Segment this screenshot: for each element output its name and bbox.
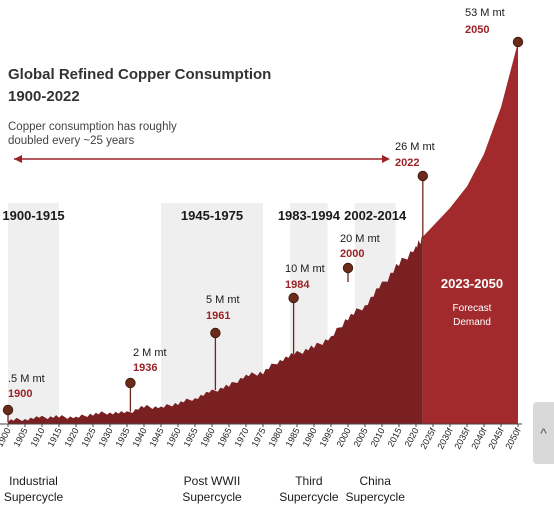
annotation-marker — [125, 377, 136, 389]
supercycle-sublabel-1: Supercycle — [182, 490, 242, 504]
annotation-group: .5 M mt 1900 2 M mt 1936 5 M mt 1961 10 M mt 19… — [2, 7, 524, 423]
x-tick-label: 1975 — [250, 426, 268, 448]
historical-area — [8, 236, 423, 424]
x-tick-label: 2005 — [352, 426, 370, 448]
label-group: Global Refined Copper Consumption 1900-2… — [8, 66, 503, 328]
annotation-value: 5 M mt — [206, 294, 240, 306]
annotation-marker — [417, 170, 429, 182]
x-tick-label: 1915 — [46, 426, 64, 448]
annotation-year: 1936 — [133, 362, 157, 374]
x-tick-label: 1980 — [267, 426, 285, 448]
annotation-year: 2050 — [465, 24, 489, 36]
supercycle-label-3: China — [360, 474, 392, 488]
x-tick-label: 1970 — [233, 426, 251, 448]
annotation-value: 10 M mt — [285, 263, 325, 275]
x-tick-label: 1960 — [199, 426, 217, 448]
x-tick-label: 1990 — [301, 426, 319, 448]
supercycle-sublabel-2: Supercycle — [279, 490, 339, 504]
supercycle-label-0: Industrial — [9, 474, 58, 488]
annotation-value: 2 M mt — [133, 347, 167, 359]
x-tick-label: 2015 — [386, 426, 404, 448]
chart-title-line2: 1900-2022 — [8, 88, 80, 105]
period-label-0: 1900-1915 — [2, 208, 64, 223]
forecast-sub-label-1: Forecast — [453, 303, 492, 314]
x-tick-label: 1930 — [97, 426, 115, 448]
annotation-value: 26 M mt — [395, 141, 435, 153]
annotation-year: 1961 — [206, 310, 230, 322]
x-tick-label: 2010 — [369, 426, 387, 448]
x-tick-label: 1955 — [182, 426, 200, 448]
x-tick-label: 1905 — [12, 426, 30, 448]
doubling-arrow-right-head — [382, 155, 390, 163]
x-tick-label: 2000 — [335, 426, 353, 448]
supercycle-sublabel-0: Supercycle — [4, 490, 64, 504]
x-tick-label: 2050f — [503, 426, 523, 451]
forecast-period-label: 2023-2050 — [441, 276, 503, 291]
annotation-value: 53 M mt — [465, 7, 505, 19]
period-label-3: 2002-2014 — [344, 208, 407, 223]
x-tick-label: 1900 — [0, 426, 13, 448]
period-shade-0 — [8, 203, 59, 424]
chart-subtitle-line2: doubled every ~25 years — [8, 135, 135, 147]
x-axis: 1900190519101915192019251930193519401945… — [0, 423, 523, 451]
chevron-up-icon: ^ — [540, 425, 547, 441]
x-tick-label: 1920 — [63, 426, 81, 448]
annotation-marker — [288, 292, 299, 304]
supercycle-label-2: Third — [295, 474, 322, 488]
supercycle-label-1: Post WWII — [184, 474, 241, 488]
x-tick-label: 1985 — [284, 426, 302, 448]
annotation-year: 1900 — [8, 388, 32, 400]
doubling-arrow-left-head — [14, 155, 22, 163]
area-series-group — [8, 42, 518, 425]
annotation-marker — [210, 327, 221, 339]
x-tick-label: 1935 — [114, 426, 132, 448]
annotation-year: 2022 — [395, 157, 419, 169]
x-tick-label: 1925 — [80, 426, 98, 448]
period-label-2: 1983-1994 — [278, 208, 341, 223]
period-label-1: 1945-1975 — [181, 208, 243, 223]
annotation-marker — [342, 262, 354, 274]
annotation-year: 1984 — [285, 279, 310, 291]
x-tick-label: 1965 — [216, 426, 234, 448]
forecast-area — [422, 42, 518, 425]
supercycle-sublabel-3: Supercycle — [346, 490, 406, 504]
annotation-value: 20 M mt — [340, 233, 380, 245]
annotation-year: 2000 — [340, 248, 364, 260]
x-tick-label: 1940 — [131, 426, 149, 448]
annotation-marker — [2, 404, 14, 416]
chart-title: Global Refined Copper Consumption — [8, 66, 271, 83]
x-tick-label: 1995 — [318, 426, 336, 448]
annotation-marker — [512, 36, 524, 48]
forecast-sub-label-2: Demand — [453, 317, 491, 328]
x-tick-label: 1910 — [29, 426, 47, 448]
annotation-value: .5 M mt — [8, 373, 45, 385]
x-tick-label: 1945 — [148, 426, 166, 448]
chart-subtitle-line1: Copper consumption has roughly — [8, 121, 177, 133]
x-tick-label: 1950 — [165, 426, 183, 448]
scroll-up-button[interactable]: ^ — [533, 402, 554, 464]
